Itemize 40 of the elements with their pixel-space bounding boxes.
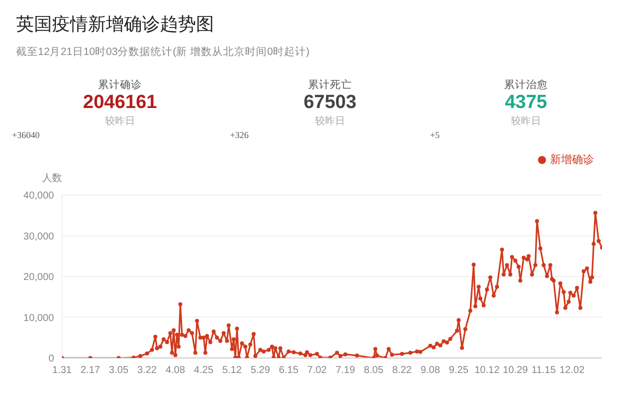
text: 2046161: [82, 92, 158, 114]
text: 较昨日: [314, 114, 346, 128]
x-tick-label: 5.29: [250, 365, 270, 376]
text: 67503: [302, 92, 358, 114]
text: 累计确诊: [97, 78, 143, 92]
text: 4375: [504, 92, 548, 114]
y-tick-label: 20,000: [23, 272, 54, 284]
x-tick-label: 10.12: [474, 365, 500, 376]
x-tick-label: 11.15: [532, 365, 556, 376]
x-tick-label: 6.15: [278, 365, 299, 376]
y-tick-label: 10,000: [23, 312, 54, 324]
text: +326: [230, 130, 249, 140]
text: +5: [430, 130, 440, 140]
x-tick-label: 3.22: [137, 365, 158, 376]
x-tick-label: 9.08: [420, 365, 440, 376]
text: +36040: [12, 130, 40, 140]
x-tick-label: 2.17: [80, 365, 100, 376]
x-tick-label: 10.29: [502, 365, 528, 376]
text: 较昨日: [510, 114, 542, 128]
x-tick-label: 8.22: [392, 365, 412, 376]
text: 累计治愈: [503, 78, 549, 92]
text: 较昨日: [104, 114, 136, 128]
legend-label: 新增确诊: [550, 154, 594, 166]
x-tick-label: 4.08: [166, 365, 186, 376]
y-tick-label: 40,000: [23, 190, 54, 202]
text: 累计死亡: [307, 78, 353, 92]
x-tick-label: 1.31: [52, 365, 72, 376]
chart-subtitle: 截至12月21日10时03分数据统计(新 增数从北京时间0时起计): [16, 45, 310, 59]
chart-title: 英国疫情新增确诊趋势图: [16, 13, 214, 36]
y-tick-label: 0: [48, 354, 54, 365]
x-tick-label: 3.05: [108, 365, 129, 376]
x-tick-label: 7.02: [307, 365, 328, 376]
x-tick-label: 4.25: [194, 365, 214, 376]
x-tick-label: 12.02: [559, 365, 585, 376]
x-tick-label: 5.12: [222, 365, 242, 376]
y-axis-title: 人数: [42, 173, 62, 184]
x-tick-label: 8.05: [364, 365, 384, 376]
x-tick-label: 9.25: [448, 365, 469, 376]
x-tick-label: 7.19: [336, 365, 356, 376]
y-tick-label: 30,000: [23, 231, 54, 242]
